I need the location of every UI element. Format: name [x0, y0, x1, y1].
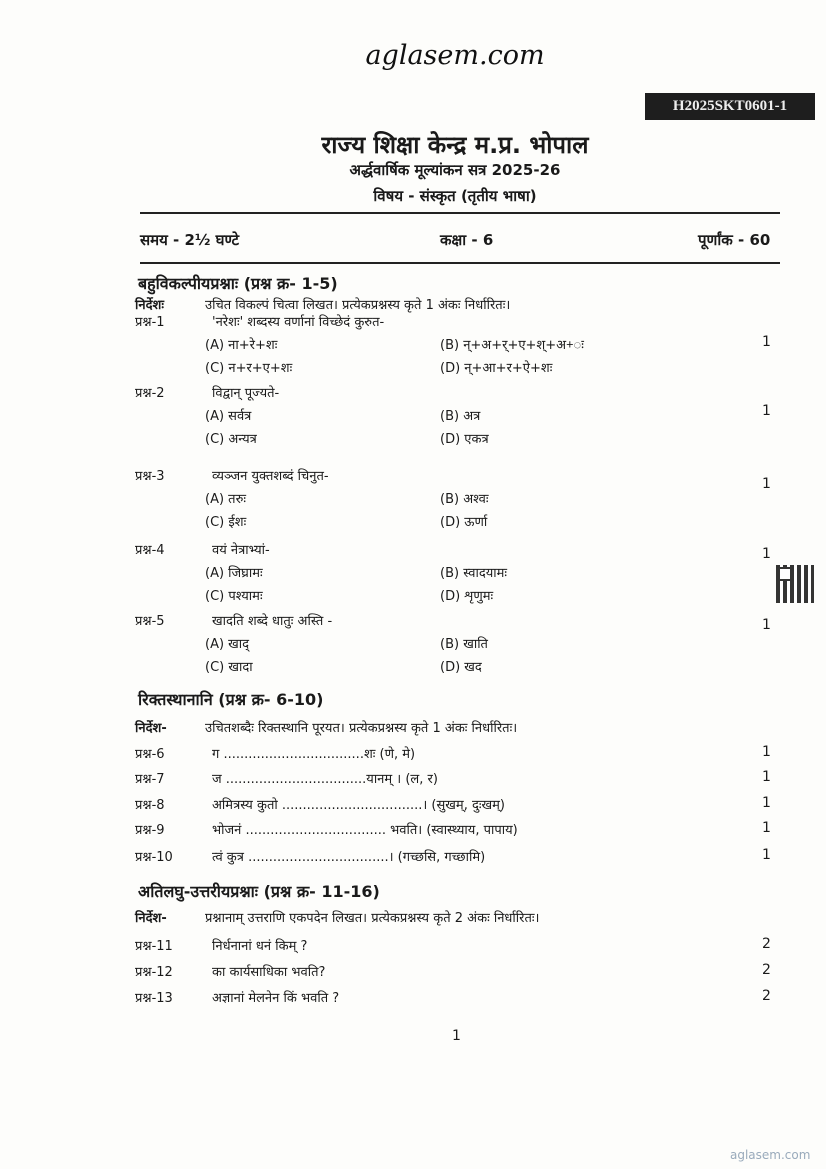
paper-code: H2025SKT0601-1 [645, 93, 815, 120]
instruction-text: उचित विकल्पं चित्वा लिखत। प्रत्येकप्रश्न… [205, 298, 511, 313]
question-text: भोजनं ..................................… [212, 823, 518, 838]
option-a: (A) खाद् [205, 637, 250, 652]
question-number: प्रश्न-7 [135, 772, 165, 787]
section-heading: अतिलघु-उत्तरीयप्रश्नाः (प्रश्न क्र- 11-1… [138, 882, 380, 901]
divider [140, 212, 780, 214]
question-number: प्रश्न-1 [135, 315, 165, 330]
instruction-text: उचितशब्दैः रिक्तस्थानि पूरयत। प्रत्येकप्… [205, 721, 518, 736]
subject: विषय - संस्कृत (तृतीय भाषा) [373, 187, 537, 205]
option-c: (C) पश्यामः [205, 589, 263, 604]
question-number: प्रश्न-2 [135, 386, 165, 401]
question-marks: 1 [762, 795, 771, 811]
question-marks: 1 [762, 546, 771, 562]
exam-subtitle: अर्द्धवार्षिक मूल्यांकन सत्र 2025-26 [349, 161, 561, 179]
question-marks: 2 [762, 936, 771, 952]
section-heading: रिक्तस्थानानि (प्रश्न क्र- 6-10) [138, 690, 324, 709]
question-text: त्वं कुत्र .............................… [212, 850, 486, 865]
question-marks: 1 [762, 617, 771, 633]
option-b: (B) अत्र [440, 409, 481, 424]
page-number: 1 [452, 1028, 461, 1044]
instruction-label: निर्देश- [135, 911, 167, 926]
instruction-label: निर्देश- [135, 721, 167, 736]
option-a: (A) तरुः [205, 492, 246, 507]
question-text: खादति शब्दे धातुः अस्ति - [212, 614, 333, 629]
option-d: (D) शृणुमः [440, 589, 494, 604]
qr-code [776, 565, 814, 603]
option-b: (B) स्वादयामः [440, 566, 508, 581]
question-text: निर्धनानां धनं किम् ? [212, 939, 308, 954]
question-marks: 1 [762, 403, 771, 419]
option-b: (B) न्+अ+र्+ए+श्+अ+ः [440, 338, 584, 353]
option-c: (C) ईशः [205, 515, 247, 530]
question-marks: 1 [762, 334, 771, 350]
question-number: प्रश्न-3 [135, 469, 165, 484]
question-marks: 1 [762, 744, 771, 760]
page-title: राज्य शिक्षा केन्द्र म.प्र. भोपाल [321, 131, 589, 159]
question-marks: 1 [762, 847, 771, 863]
question-text: ज ..................................यानम… [212, 772, 438, 787]
option-c: (C) न+र+ए+शः [205, 361, 293, 376]
option-d: (D) खद [440, 660, 482, 675]
question-number: प्रश्न-5 [135, 614, 165, 629]
question-text: 'नरेशः' शब्दस्य वर्णानां विच्छेदं कुरुत- [212, 315, 385, 330]
option-a: (A) ना+रे+शः [205, 338, 278, 353]
question-text: अमित्रस्य कुतो .........................… [212, 798, 505, 813]
class: कक्षा - 6 [440, 231, 494, 249]
question-number: प्रश्न-12 [135, 965, 173, 980]
instruction-label: निर्देशः [135, 298, 164, 313]
question-text: अज्ञानां मेलनेन किं भवति ? [212, 991, 340, 1006]
question-text: वयं नेत्राभ्यां- [212, 543, 270, 558]
question-number: प्रश्न-10 [135, 850, 173, 865]
question-number: प्रश्न-9 [135, 823, 165, 838]
question-text: का कार्यसाधिका भवति? [212, 965, 326, 980]
question-text: विद्वान् पूज्यते- [212, 386, 280, 401]
question-number: प्रश्न-11 [135, 939, 173, 954]
question-number: प्रश्न-4 [135, 543, 165, 558]
watermark-logo: aglasem.com [365, 40, 545, 71]
divider [140, 262, 780, 264]
option-d: (D) ऊर्णा [440, 515, 488, 530]
question-text: ग ..................................शः (… [212, 747, 416, 762]
question-marks: 2 [762, 962, 771, 978]
option-d: (D) न्+आ+र+ऐ+शः [440, 361, 553, 376]
section-heading: बहुविकल्पीयप्रश्नाः (प्रश्न क्र- 1-5) [138, 274, 338, 293]
option-c: (C) खादा [205, 660, 253, 675]
option-d: (D) एकत्र [440, 432, 489, 447]
question-number: प्रश्न-8 [135, 798, 165, 813]
question-number: प्रश्न-6 [135, 747, 165, 762]
watermark-footer: aglasem.com [730, 1148, 811, 1162]
option-c: (C) अन्यत्र [205, 432, 257, 447]
question-text: व्यञ्जन युक्तशब्दं चिनुत- [212, 469, 329, 484]
question-marks: 2 [762, 988, 771, 1004]
question-number: प्रश्न-13 [135, 991, 173, 1006]
time-allowed: समय - 2½ घण्टे [140, 231, 240, 249]
option-a: (A) सर्वत्र [205, 409, 252, 424]
question-marks: 1 [762, 476, 771, 492]
question-marks: 1 [762, 769, 771, 785]
option-b: (B) अश्वः [440, 492, 489, 507]
max-marks: पूर्णांक - 60 [698, 231, 771, 249]
instruction-text: प्रश्नानाम् उत्तराणि एकपदेन लिखत। प्रत्य… [205, 911, 540, 926]
option-a: (A) जिघ्रामः [205, 566, 263, 581]
option-b: (B) खाति [440, 637, 488, 652]
question-marks: 1 [762, 820, 771, 836]
